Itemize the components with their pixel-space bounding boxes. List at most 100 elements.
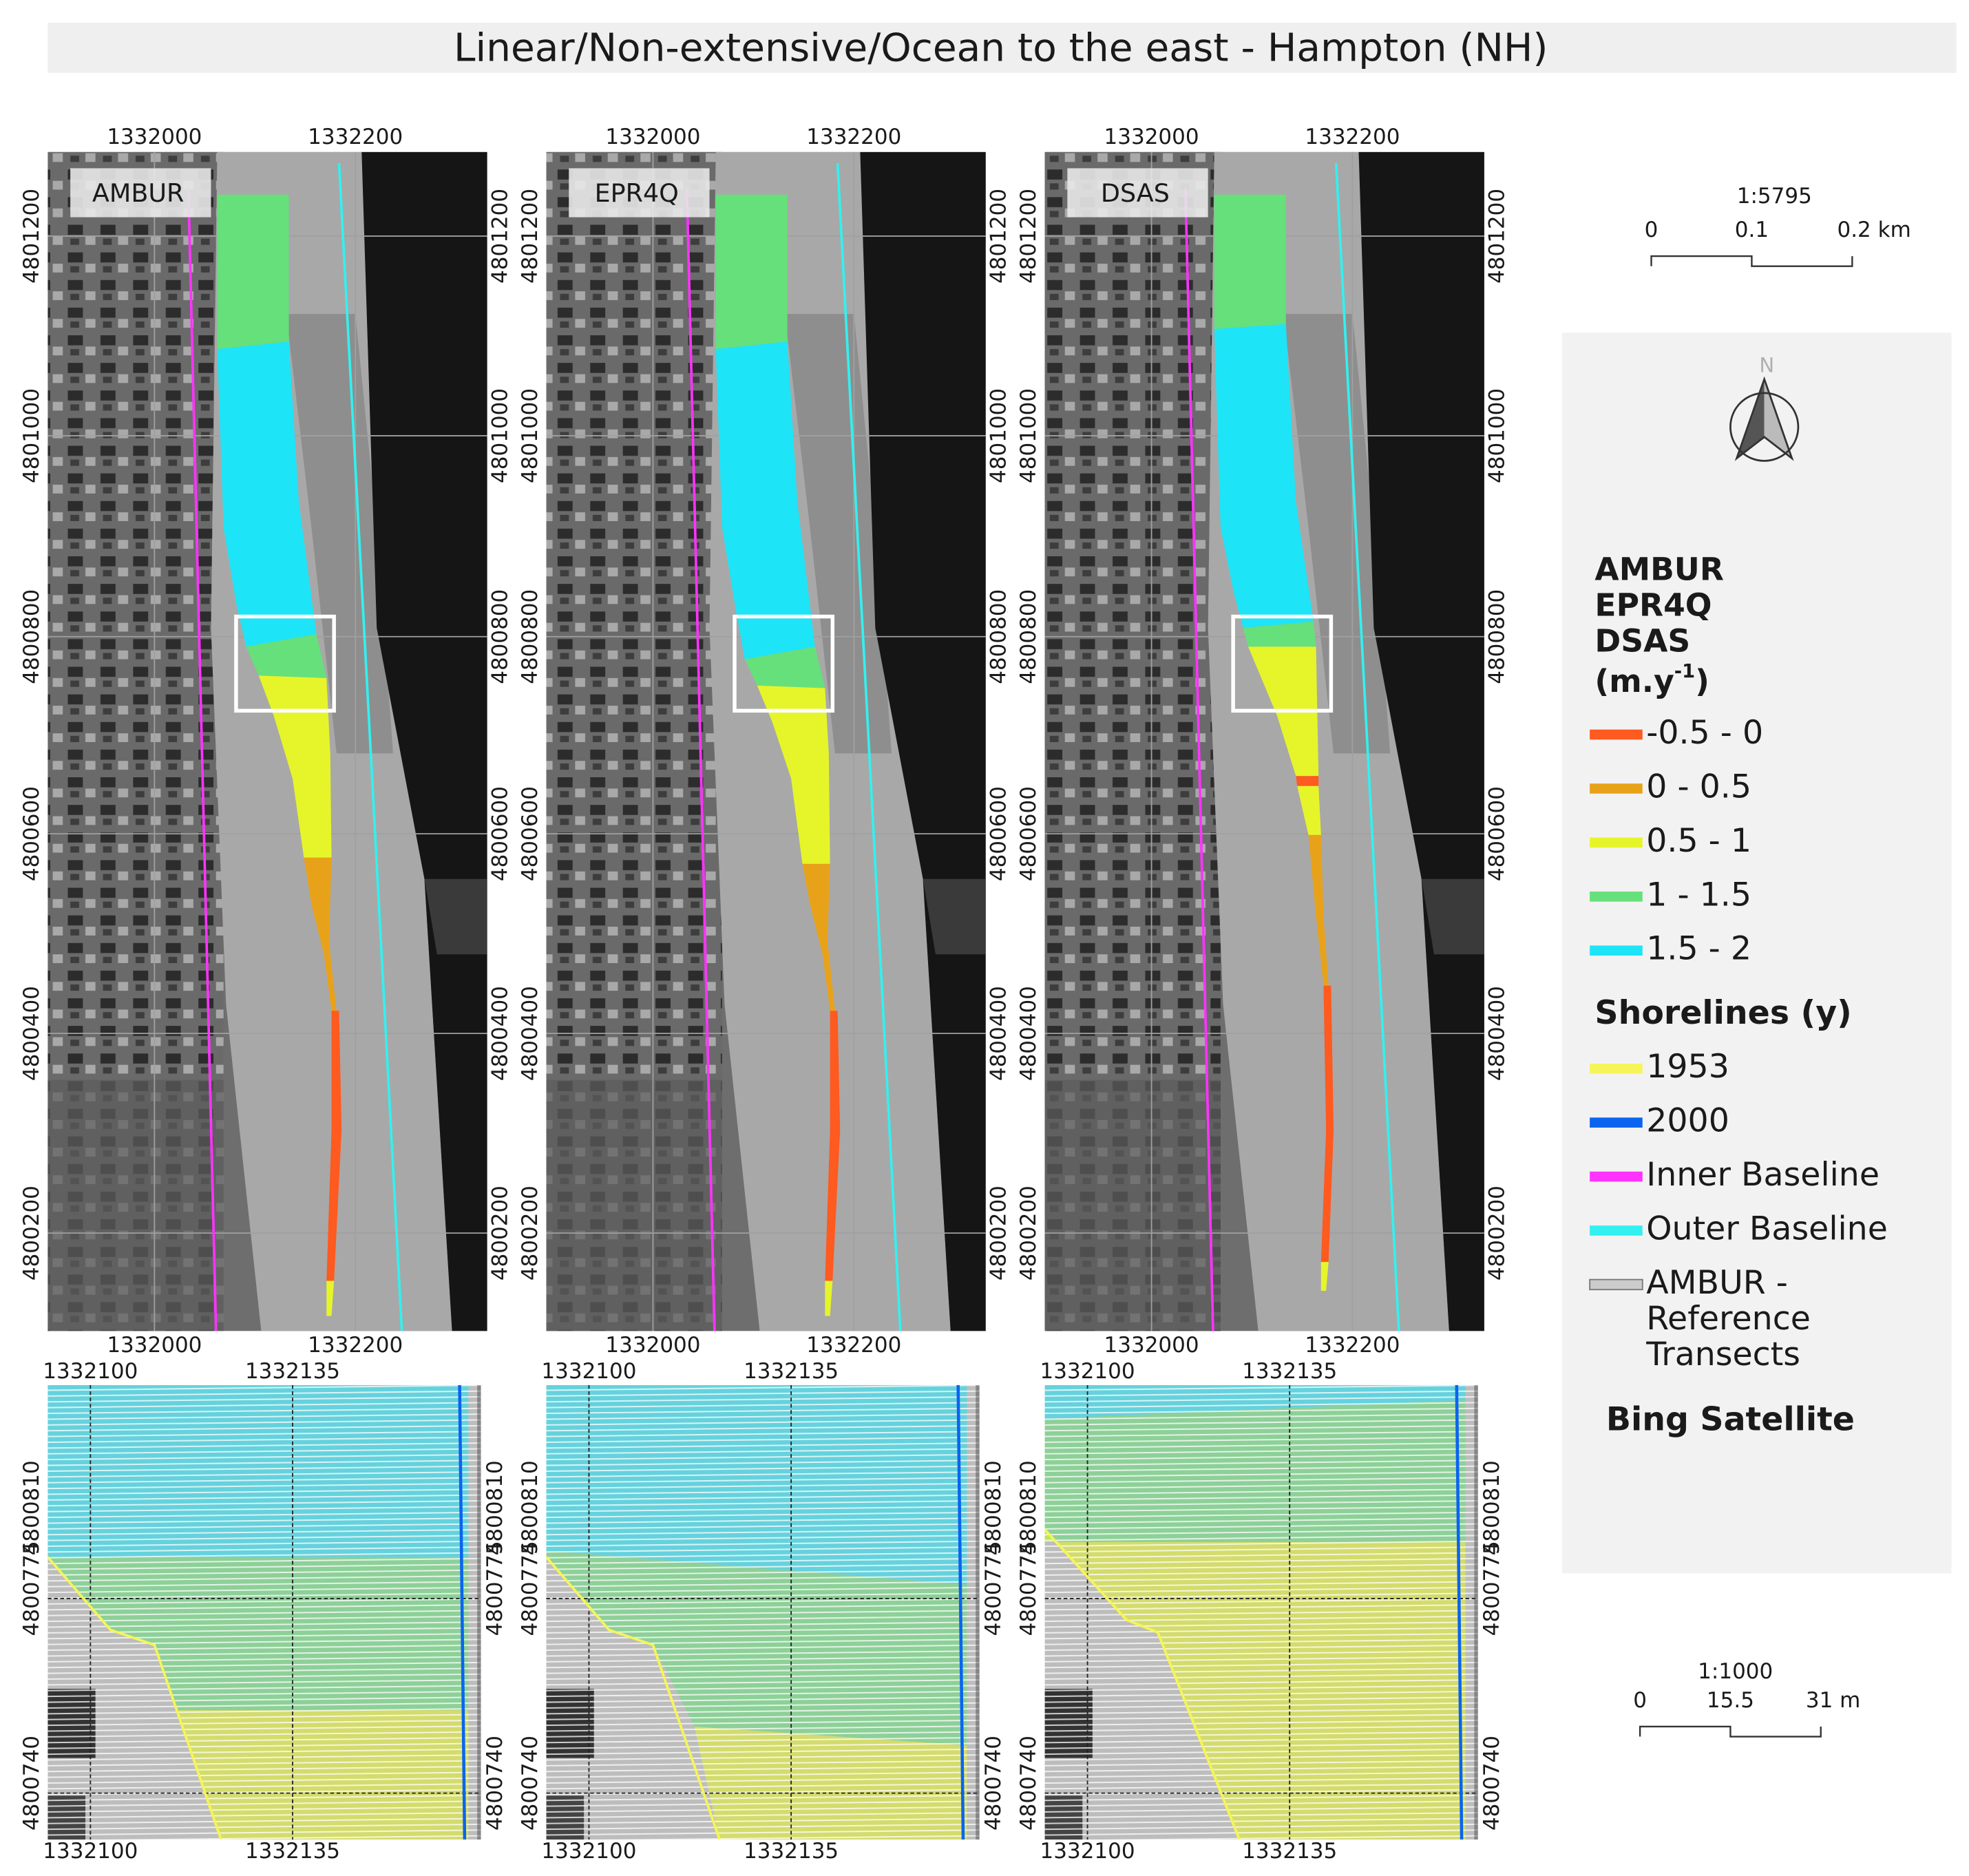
outer-baseline [337, 163, 403, 1331]
y-coord-label: 4801200 [487, 189, 512, 284]
transect [48, 1465, 481, 1472]
transect [1044, 1829, 1478, 1836]
transect [546, 1632, 980, 1640]
transect [1044, 1702, 1478, 1709]
transect [546, 1731, 980, 1738]
transect [546, 1586, 980, 1594]
legend-label: AMBUR - [1646, 1264, 1788, 1302]
transect [1044, 1581, 1478, 1588]
transect [1044, 1407, 1478, 1415]
transect [546, 1621, 980, 1628]
transect [48, 1471, 481, 1478]
transect [546, 1506, 980, 1513]
transect [546, 1661, 980, 1669]
transect [546, 1523, 980, 1530]
rate-area [825, 1011, 841, 1281]
ocean [361, 151, 487, 1331]
top-map: DSAS [1044, 151, 1484, 1331]
transect [1044, 1395, 1478, 1403]
legend-label: Reference [1646, 1300, 1811, 1338]
transect [1044, 1777, 1478, 1784]
legend-label: Outer Baseline [1646, 1210, 1888, 1247]
y-coord-label: 4800600 [518, 786, 543, 881]
transect [48, 1679, 481, 1686]
y-coord-label: 4800600 [986, 786, 1011, 881]
shoreline-1953 [546, 1556, 721, 1840]
sand-flat [1283, 313, 1391, 754]
transect [48, 1523, 481, 1530]
transect [546, 1453, 980, 1461]
transect [1044, 1708, 1478, 1715]
rate-area [304, 857, 337, 1011]
transect [546, 1471, 980, 1478]
transect [546, 1708, 980, 1715]
legend-unit-base: (m.y [1594, 663, 1674, 699]
y-coord-label: 4800400 [986, 986, 1011, 1081]
transect [1044, 1794, 1478, 1802]
y-coord-label: 4800775 [1480, 1541, 1504, 1636]
transect [48, 1546, 481, 1553]
y-coord-label: 4800200 [518, 1185, 543, 1280]
scale-tick-label: 0.1 [1735, 218, 1769, 242]
transect [1044, 1656, 1478, 1663]
rate-area [1320, 985, 1334, 1263]
y-coord-label: 4800775 [518, 1541, 543, 1636]
y-coord-label: 4801200 [1485, 189, 1510, 284]
transect [546, 1817, 980, 1824]
transect [48, 1685, 481, 1691]
transect [1044, 1714, 1478, 1720]
x-coord-label: 1332000 [107, 1333, 202, 1358]
transect [96, 1835, 481, 1840]
transect [546, 1725, 980, 1732]
transect [546, 1829, 980, 1836]
transect [546, 1800, 980, 1807]
transect [48, 1789, 481, 1795]
x-coord-label: 1332100 [43, 1839, 138, 1864]
transect [48, 1604, 481, 1611]
panel-label: DSAS [1101, 178, 1170, 208]
transect [48, 1621, 481, 1628]
transect [546, 1702, 980, 1709]
rate-area [1297, 786, 1321, 835]
shoreline-1953 [1044, 1528, 1241, 1840]
rate-area [715, 194, 788, 350]
transect [546, 1511, 980, 1519]
transect [546, 1638, 980, 1645]
transect [48, 1777, 481, 1784]
north-arrow-outline [1734, 376, 1794, 461]
legend-unit-exp: -1 [1674, 660, 1695, 682]
transect [1044, 1638, 1478, 1645]
transect [546, 1615, 980, 1623]
y-coord-label: 4800200 [986, 1185, 1011, 1280]
scale-tick-label: 31 m [1806, 1688, 1861, 1713]
transect [1044, 1390, 1478, 1397]
transect [48, 1708, 481, 1715]
transect [1044, 1736, 1478, 1744]
legend-swatch [1590, 837, 1643, 848]
scale-tick-label: 0 [1645, 218, 1659, 242]
transect [1044, 1800, 1478, 1807]
transect [546, 1592, 980, 1599]
transect [546, 1413, 980, 1420]
x-coord-label: 1332135 [1242, 1359, 1337, 1384]
sand-flat [784, 313, 892, 754]
transect [1044, 1442, 1478, 1449]
x-coord-label: 1332200 [308, 1333, 403, 1358]
rate-zone [1044, 1384, 1466, 1420]
transect [546, 1667, 980, 1674]
transect [546, 1488, 980, 1495]
rate-area [258, 675, 332, 858]
transect [48, 1431, 481, 1437]
legend-label: 1 - 1.5 [1646, 876, 1751, 914]
transect [546, 1679, 980, 1686]
transect [1044, 1384, 1478, 1391]
top-map: EPR4Q [546, 151, 986, 1331]
transect [546, 1812, 980, 1819]
y-coord-label: 4800740 [518, 1736, 543, 1831]
legend-label: Inner Baseline [1646, 1156, 1880, 1194]
transect [546, 1436, 980, 1444]
x-coord-label: 1332135 [744, 1359, 839, 1384]
transect [48, 1615, 481, 1623]
transect [546, 1598, 980, 1605]
transect [1044, 1783, 1478, 1790]
